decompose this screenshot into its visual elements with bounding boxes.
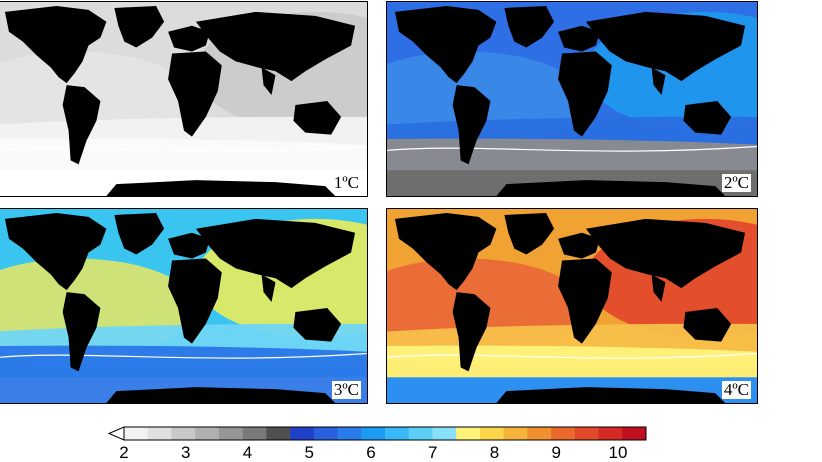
landmass: [106, 180, 336, 196]
landmass: [168, 25, 210, 52]
landmass: [293, 307, 342, 342]
colorbar-tick-label: 7: [428, 443, 438, 462]
landmass: [168, 51, 222, 137]
colorbar-swatch: [503, 427, 528, 440]
landmass: [4, 212, 107, 291]
landmass: [496, 387, 726, 403]
contour-line: [0, 145, 367, 152]
landmass: [114, 5, 165, 48]
landmass: [261, 67, 276, 96]
landmass: [683, 100, 732, 135]
landmass: [683, 307, 732, 342]
landmass: [195, 218, 356, 289]
landmass: [558, 25, 600, 52]
landmass: [114, 212, 165, 255]
colorbar-swatch: [408, 427, 433, 440]
colorbar-swatch: [479, 427, 504, 440]
colorbar-swatch: [124, 427, 149, 440]
colorbar-swatch: [574, 427, 599, 440]
colorbar-tick-label: 4: [242, 443, 253, 462]
landmass: [195, 11, 356, 82]
panel-label-2c: 2ºC: [721, 173, 751, 192]
panel-label-1c: 1ºC: [331, 173, 361, 192]
colorbar-tick-label: 8: [489, 443, 500, 462]
world-map-3c: [0, 209, 367, 403]
contour-line: [387, 145, 757, 152]
colorbar-tick-label: 10: [608, 443, 628, 462]
landmass: [4, 5, 107, 84]
colorbar-swatch: [242, 427, 267, 440]
landmass: [261, 274, 276, 303]
landmass: [168, 232, 210, 259]
colorbar-swatch: [361, 427, 386, 440]
colorbar-tick-label: 5: [304, 443, 314, 462]
colorbar-swatch: [385, 427, 410, 440]
landmass: [585, 218, 746, 289]
colorbar-swatch: [622, 427, 647, 440]
landmass: [452, 85, 491, 165]
landmass: [394, 5, 497, 84]
colorbar-tick-label: 2: [119, 443, 129, 462]
colorbar-swatch: [313, 427, 338, 440]
map-panel-4c: 4ºC: [386, 208, 758, 404]
panel-label-4c: 4ºC: [721, 380, 751, 399]
colorbar-tick-label: 6: [366, 443, 376, 462]
colorbar-tick-label: 9: [551, 443, 561, 462]
colorbar-swatch: [266, 427, 291, 440]
colorbar-swatch: [456, 427, 481, 440]
landmass: [62, 85, 101, 165]
map-panel-3c: 3ºC: [0, 208, 368, 404]
landmass: [504, 5, 555, 48]
world-map-1c: [0, 2, 367, 196]
colorbar-swatch: [432, 427, 457, 440]
landmass: [558, 51, 612, 137]
colorbar-swatch: [290, 427, 315, 440]
map-panel-1c: 1ºC: [0, 1, 368, 197]
colorbar: [108, 426, 647, 441]
map-panel-2c: 2ºC: [386, 1, 758, 197]
landmass: [452, 292, 491, 372]
landmass: [504, 212, 555, 255]
landmass: [62, 292, 101, 372]
contour-line: [387, 352, 757, 359]
colorbar-swatch: [551, 427, 576, 440]
contour-line: [0, 352, 367, 359]
landmass: [496, 180, 726, 196]
landmass: [558, 258, 612, 344]
colorbar-swatch: [527, 427, 552, 440]
landmass: [558, 232, 600, 259]
landmass: [585, 11, 746, 82]
colorbar-swatch: [171, 427, 196, 440]
panel-label-3c: 3ºC: [331, 380, 361, 399]
colorbar-arrow: [108, 426, 125, 441]
landmass: [651, 67, 666, 96]
colorbar-swatch: [218, 427, 243, 440]
landmass: [106, 387, 336, 403]
colorbar-swatch: [598, 427, 623, 440]
landmass: [293, 100, 342, 135]
colorbar-swatch: [337, 427, 362, 440]
colorbar-swatch: [195, 427, 220, 440]
landmass: [651, 274, 666, 303]
world-map-4c: [387, 209, 757, 403]
landmass: [394, 212, 497, 291]
colorbar-swatch: [147, 427, 172, 440]
colorbar-tick-label: 3: [181, 443, 191, 462]
landmass: [168, 258, 222, 344]
world-map-2c: [387, 2, 757, 196]
colorbar-frame: [123, 426, 647, 441]
